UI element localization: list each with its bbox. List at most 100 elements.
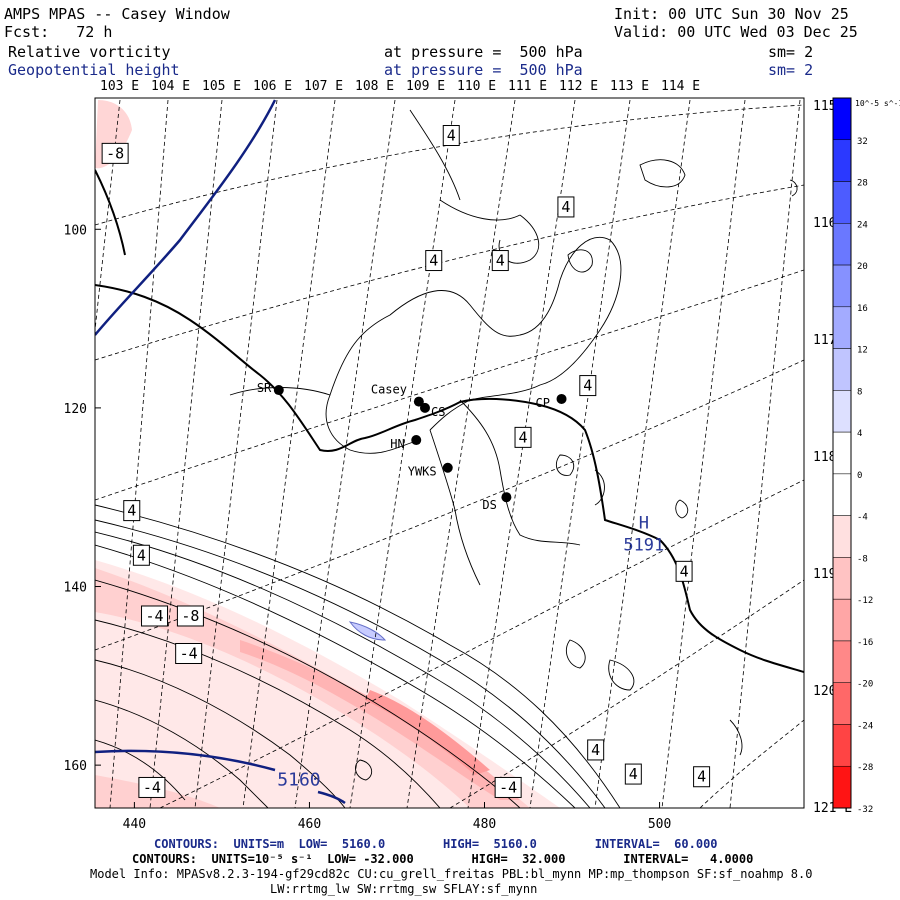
plot-frame xyxy=(94,97,805,809)
contour-label: 4 xyxy=(123,500,141,522)
height-contour-label: 5160 xyxy=(277,770,320,791)
svg-text:-4: -4 xyxy=(145,607,163,625)
top-lon-label: 107 E xyxy=(304,79,343,94)
contour-label: -4 xyxy=(138,776,166,798)
svg-text:-4: -4 xyxy=(143,778,161,796)
station-label: CP xyxy=(536,396,550,410)
field2-smooth: sm= 2 xyxy=(768,61,814,79)
field2-name: Geopotential height xyxy=(8,61,180,79)
contour-label: 4 xyxy=(557,196,575,218)
colorbar-label: 24 xyxy=(857,220,868,230)
footer-model-info: Model Info: MPASv8.2.3-194-gf29cd82c CU:… xyxy=(90,867,813,881)
contour-label: -4 xyxy=(175,642,203,664)
footer-vorticity-contours: CONTOURS: UNITS=10⁻⁵ s⁻¹ LOW= -32.000 HI… xyxy=(132,852,754,866)
field1-smooth: sm= 2 xyxy=(768,43,814,61)
colorbar-label: 8 xyxy=(857,387,862,397)
colorbar-swatch xyxy=(832,515,852,558)
station-marker xyxy=(413,396,424,407)
contour-label: 4 xyxy=(425,250,443,272)
contour-label: 4 xyxy=(587,739,605,761)
colorbar-label: -12 xyxy=(857,596,873,606)
colorbar-swatch xyxy=(832,97,852,141)
colorbar-swatch xyxy=(832,765,852,809)
contour-label: 4 xyxy=(442,125,460,147)
svg-text:4: 4 xyxy=(591,741,600,759)
y-tick-label: 160 xyxy=(64,759,87,774)
top-lon-label: 114 E xyxy=(661,79,700,94)
field1-name: Relative vorticity xyxy=(8,43,171,61)
colorbar-swatch xyxy=(832,139,852,182)
station-marker xyxy=(442,462,453,473)
contour-label: 4 xyxy=(693,766,711,788)
colorbar-swatch xyxy=(832,557,852,600)
height-contour-5160 xyxy=(95,749,276,772)
svg-text:-8: -8 xyxy=(181,607,199,625)
plot-title: AMPS MPAS -- Casey Window xyxy=(4,5,230,23)
station-marker xyxy=(273,385,284,396)
svg-text:4: 4 xyxy=(629,765,638,783)
station-label: YWKS xyxy=(408,465,437,479)
field1-level: at pressure = 500 hPa xyxy=(384,43,583,61)
station-label: HN xyxy=(390,437,404,451)
station-label: SR xyxy=(257,381,272,395)
contour-label: -8 xyxy=(176,605,204,627)
graticule xyxy=(95,99,804,808)
station-casey: Casey xyxy=(371,383,424,407)
contour-label: 4 xyxy=(514,426,532,448)
svg-text:4: 4 xyxy=(496,252,505,270)
colorbar-swatch xyxy=(832,640,852,683)
field2-level: at pressure = 500 hPa xyxy=(384,61,583,79)
top-lon-label: 103 E xyxy=(100,79,139,94)
height-contour-5160-tail xyxy=(317,790,346,805)
colorbar-label: 16 xyxy=(857,304,868,314)
svg-text:4: 4 xyxy=(137,546,146,564)
high-symbol: H xyxy=(639,513,649,533)
contour-label: 4 xyxy=(491,250,509,272)
colorbar-label: 0 xyxy=(857,471,862,481)
svg-text:4: 4 xyxy=(561,198,570,216)
station-label: CS xyxy=(431,405,445,419)
colorbar-label: -8 xyxy=(857,554,868,564)
axis-ticks: 440 460 480 500 100 120 140 160 xyxy=(64,223,672,832)
coastline-west xyxy=(95,169,126,256)
svg-text:4: 4 xyxy=(697,768,706,786)
colorbar-swatch xyxy=(832,223,852,266)
colorbar-swatch xyxy=(832,390,852,433)
station-label: DS xyxy=(482,498,496,512)
svg-text:4: 4 xyxy=(429,252,438,270)
stations: SR Casey CS HN YWKS CP DS xyxy=(257,381,567,512)
top-lon-label: 104 E xyxy=(151,79,190,94)
contour-label: 4 xyxy=(624,763,642,785)
vorticity-contours xyxy=(95,109,798,808)
colorbar-label: 32 xyxy=(857,137,868,147)
colorbar-label: 12 xyxy=(857,346,868,356)
station-cp: CP xyxy=(536,393,567,410)
svg-text:4: 4 xyxy=(447,127,456,145)
svg-text:4: 4 xyxy=(680,562,689,580)
colorbar-label: -20 xyxy=(857,680,873,690)
y-tick-label: 120 xyxy=(64,402,87,417)
top-lon-label: 105 E xyxy=(202,79,241,94)
colorbar-swatch xyxy=(832,724,852,767)
contour-label: -4 xyxy=(494,776,522,798)
colorbar-swatch xyxy=(832,181,852,224)
colorbar-label: -4 xyxy=(857,513,868,523)
x-tick-label: 460 xyxy=(298,817,321,832)
contour-label: -8 xyxy=(101,142,129,164)
top-lon-label: 106 E xyxy=(253,79,292,94)
colorbar-label: -28 xyxy=(857,763,873,773)
colorbar-swatch xyxy=(832,682,852,725)
y-tick-label: 140 xyxy=(64,581,87,596)
contour-label: 4 xyxy=(675,560,693,582)
svg-text:-4: -4 xyxy=(499,778,517,796)
colorbar-swatch xyxy=(832,264,852,308)
contour-label: 4 xyxy=(579,375,597,397)
vorticity-shading xyxy=(95,100,560,808)
contour-label: 4 xyxy=(132,544,150,566)
svg-text:4: 4 xyxy=(127,502,136,520)
colorbar-label: -16 xyxy=(857,638,873,648)
contour-labels: -8 4 4 4 4 4 4 4 4 -4 -8 -4 -4 -4 4 4 4 4 xyxy=(101,125,711,798)
colorbar-label: 20 xyxy=(857,262,868,272)
station-ywks: YWKS xyxy=(408,462,453,479)
